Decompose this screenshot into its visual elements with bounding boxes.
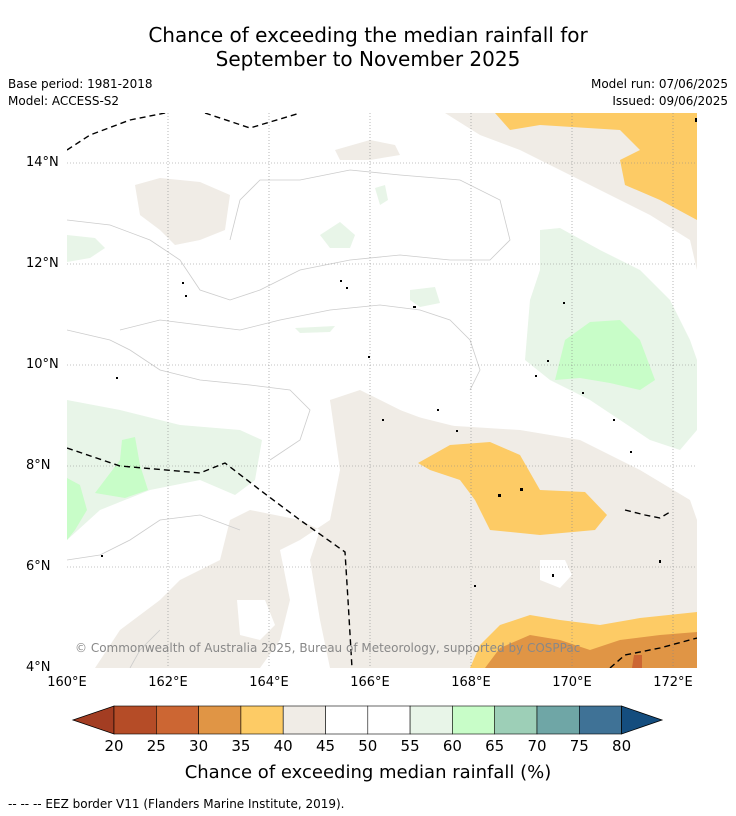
- lat-tick-label: 10°N: [26, 357, 59, 372]
- colorbar-bin: [282, 705, 326, 735]
- lon-tick-label: 168°E: [451, 675, 491, 690]
- colorbar-bin: [367, 705, 411, 735]
- region-green-east: [555, 320, 655, 390]
- lat-tick-label: 14°N: [26, 155, 59, 170]
- region-lightgreen-n4: [375, 185, 388, 205]
- colorbar-bin: [494, 705, 538, 735]
- lon-tick-label: 164°E: [249, 675, 289, 690]
- colorbar-tick-label: 60: [442, 737, 462, 755]
- region-beige-west: [95, 545, 290, 668]
- copyright-text: © Commonwealth of Australia 2025, Bureau…: [75, 641, 581, 655]
- colorbar-bin: [198, 705, 242, 735]
- region-orange-south: [485, 632, 697, 668]
- title-line-2: September to November 2025: [215, 47, 521, 71]
- base-period: Base period: 1981-2018: [8, 77, 153, 91]
- lon-tick-label: 160°E: [47, 675, 87, 690]
- model-run: Model run: 07/06/2025: [590, 77, 728, 91]
- eez-border: [67, 113, 697, 668]
- colorbar-bin: [452, 705, 495, 735]
- colorbar-bin: [325, 705, 369, 735]
- colorbar-bin: [156, 705, 199, 735]
- colorbar-bin: [536, 705, 580, 735]
- lat-tick-label: 8°N: [26, 458, 51, 473]
- colorbar-tick-label: 40: [273, 737, 293, 755]
- region-beige-northeast: [445, 113, 697, 270]
- region-white-hole-2: [237, 600, 275, 640]
- lon-tick-label: 166°E: [350, 675, 390, 690]
- colorbar-over-arrow: [621, 705, 664, 735]
- islands: [101, 118, 697, 587]
- lat-tick-label: 4°N: [26, 660, 51, 675]
- colorbar-bin: [240, 705, 284, 735]
- colorbar-title: Chance of exceeding median rainfall (%): [184, 762, 552, 783]
- colorbar-tick-label: 35: [231, 737, 251, 755]
- colorbar-tick-label: 20: [104, 737, 124, 755]
- region-darkorange-south: [632, 655, 642, 668]
- colorbar-tick-label: 30: [189, 737, 209, 755]
- lat-tick-label: 12°N: [26, 256, 59, 271]
- colorbar-tick-label: 70: [527, 737, 547, 755]
- colorbar-tick-label: 45: [315, 737, 336, 755]
- region-beige-nw: [135, 178, 230, 245]
- colorbar-tick-label: 50: [358, 737, 378, 755]
- region-yellow-ne: [495, 113, 697, 220]
- lon-tick-label: 170°E: [552, 675, 592, 690]
- lon-tick-label: 172°E: [653, 675, 693, 690]
- colorbar-tick-label: 80: [612, 737, 632, 755]
- region-lightgreen-nw: [67, 235, 105, 262]
- colorbar-bin: [409, 705, 453, 735]
- colorbar-tick-label: 75: [569, 737, 589, 755]
- lat-tick-label: 6°N: [26, 559, 51, 574]
- region-green-west: [95, 437, 148, 498]
- region-beige-n: [335, 140, 400, 160]
- colorbar-tick-label: 25: [146, 737, 166, 755]
- region-lightgreen-n3: [295, 326, 335, 333]
- title-line-1: Chance of exceeding the median rainfall …: [148, 23, 588, 47]
- region-lightgreen-n2: [410, 287, 440, 307]
- eez-legend-note: -- -- -- EEZ border V11 (Flanders Marine…: [8, 797, 345, 811]
- colorbar-bin: [113, 705, 157, 735]
- colorbar-tick-label: 65: [485, 737, 505, 755]
- model-name: Model: ACCESS-S2: [8, 94, 120, 108]
- issued-date: Issued: 09/06/2025: [612, 94, 728, 108]
- colorbar: [71, 705, 664, 735]
- colorbar-tick-label: 55: [400, 737, 420, 755]
- colorbar-under-arrow: [71, 705, 115, 735]
- region-lightgreen-n1: [320, 222, 355, 248]
- colorbar-bin: [578, 705, 622, 735]
- lon-tick-label: 162°E: [148, 675, 188, 690]
- region-green-west-edge: [67, 478, 87, 540]
- region-yellow-center: [418, 442, 607, 535]
- graticule: [67, 113, 697, 668]
